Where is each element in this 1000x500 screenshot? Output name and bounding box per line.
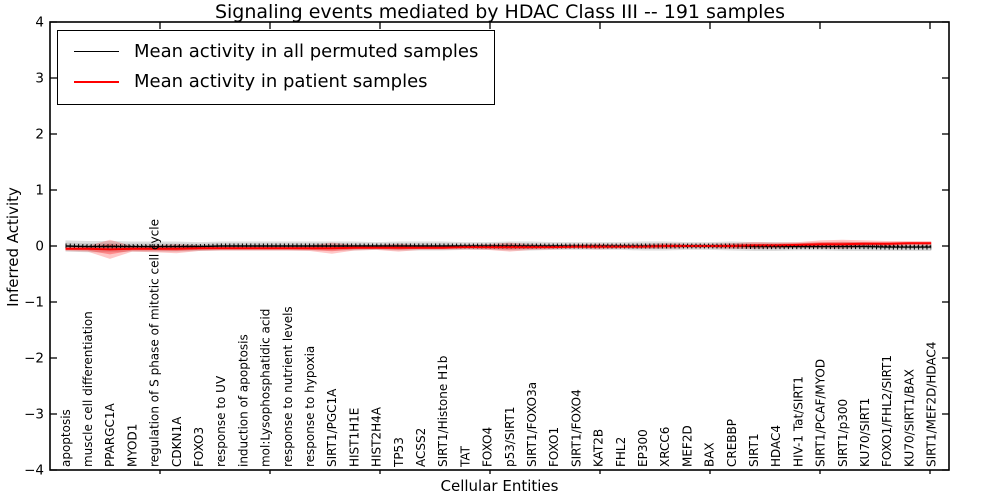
x-category-label: MEF2D [680, 425, 694, 467]
std-bands [65, 239, 932, 259]
y-tick-label: 2 [35, 127, 44, 143]
x-category-label: ACSS2 [414, 428, 428, 467]
x-category-label: mol:Lysophosphatidic acid [259, 309, 273, 467]
y-tick-label: −1 [24, 295, 44, 311]
x-category-label: p53/SIRT1 [503, 406, 517, 467]
x-category-label: BAX [703, 442, 717, 467]
x-category-label: MYOD1 [125, 424, 139, 467]
x-category-label: SIRT1/PGC1A [325, 388, 339, 467]
x-category-label: response to nutrient levels [281, 306, 295, 467]
mean-lines [65, 242, 932, 251]
x-category-label: SIRT1/Histone H1b [436, 356, 450, 467]
y-tick-label: 0 [35, 239, 44, 255]
legend-line-sample-red [74, 80, 119, 83]
x-category-label: regulation of S phase of mitotic cell cy… [148, 219, 162, 467]
y-tick-label: 1 [35, 183, 44, 199]
x-category-label: HIST1H1E [347, 408, 361, 467]
x-category-label: response to UV [214, 375, 228, 467]
x-category-label: TAT [458, 445, 472, 468]
legend-label: Mean activity in all permuted samples [134, 41, 479, 62]
legend: Mean activity in all permuted samples Me… [57, 30, 496, 105]
x-category-label: EP300 [636, 429, 650, 467]
x-category-label: response to hypoxia [303, 346, 317, 467]
x-category-label: induction of apoptosis [236, 334, 250, 467]
x-axis-label: Cellular Entities [440, 477, 559, 495]
band-patient [65, 239, 932, 259]
chart-title: Signaling events mediated by HDAC Class … [214, 1, 786, 23]
x-category-label: muscle cell differentiation [81, 311, 95, 467]
x-category-label: FOXO3 [192, 427, 206, 467]
legend-entry-permuted: Mean activity in all permuted samples [74, 41, 478, 62]
x-category-label: KU70/SIRT1 [858, 398, 872, 467]
y-tick-label: 4 [35, 15, 44, 31]
x-category-label: FOXO4 [481, 427, 495, 467]
x-category-label: HDAC4 [769, 425, 783, 467]
y-tick-label: −4 [24, 463, 44, 479]
x-category-label: PPARGC1A [103, 402, 117, 467]
x-category-label: SIRT1/FOXO3a [525, 382, 539, 467]
x-category-label: TP53 [392, 437, 406, 468]
x-category-label: SIRT1 [747, 433, 761, 467]
x-category-label: KU70/SIRT1/BAX [902, 369, 916, 467]
x-axis-ticks [159, 22, 931, 474]
y-tick-label: 3 [35, 71, 44, 87]
x-category-label: FOXO1 [547, 427, 561, 467]
y-tick-label: −2 [24, 351, 44, 367]
legend-entry-patient: Mean activity in patient samples [74, 71, 478, 92]
legend-line-sample-black [74, 51, 119, 52]
x-category-label: SIRT1/FOXO4 [569, 389, 583, 467]
x-category-labels: apoptosis muscle cell differentiation PPAR… [59, 219, 939, 468]
x-category-label: apoptosis [59, 409, 73, 467]
x-category-label: HIST2H4A [370, 406, 384, 467]
x-category-label: KAT2B [592, 429, 606, 467]
x-category-label: FHL2 [614, 437, 628, 467]
legend-label: Mean activity in patient samples [134, 71, 428, 92]
y-tick-label: −3 [24, 407, 44, 423]
x-category-label: FOXO1/FHL2/SIRT1 [880, 355, 894, 467]
x-category-label: XRCC6 [658, 427, 672, 467]
x-category-label: SIRT1/MEF2D/HDAC4 [925, 342, 939, 467]
x-category-label: CREBBP [725, 419, 739, 467]
series-line-patient [65, 242, 932, 251]
y-axis-ticks: −4 −3 −2 −1 0 1 2 3 4 [24, 15, 949, 479]
x-category-label: SIRT1/p300 [836, 399, 850, 467]
x-category-label: CDKN1A [170, 416, 184, 467]
x-category-label: HIV-1 Tat/SIRT1 [791, 376, 805, 467]
x-category-label: SIRT1/PCAF/MYOD [814, 359, 828, 467]
